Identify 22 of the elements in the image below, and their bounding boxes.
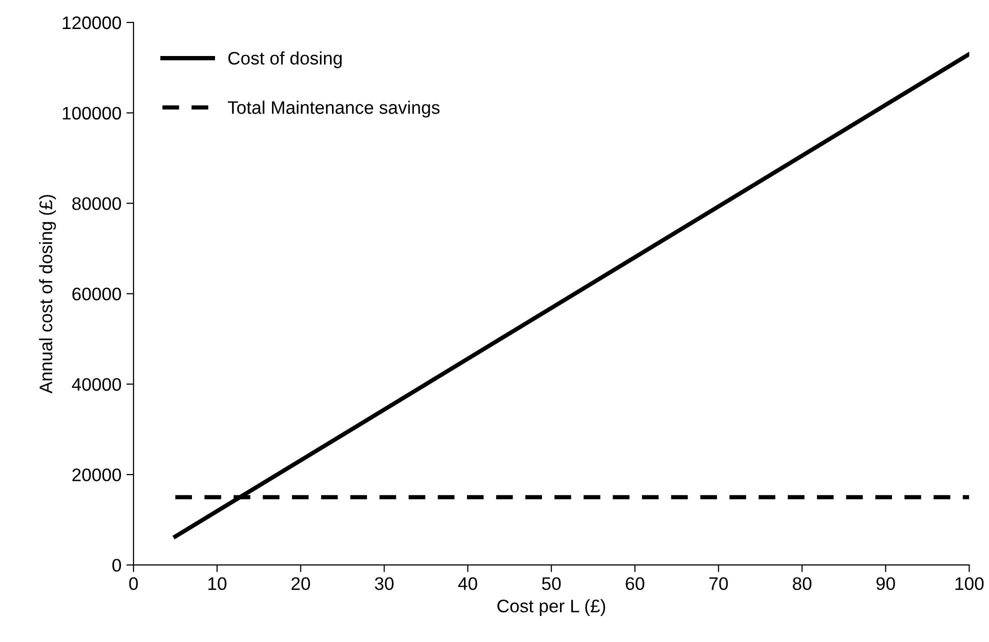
- y-tick-label: 120000: [62, 16, 122, 30]
- x-tick-label: 50: [542, 577, 561, 590]
- y-tick-label: 20000: [72, 468, 122, 482]
- y-tick-label: 0: [112, 558, 122, 572]
- x-tick-label: 60: [626, 577, 644, 590]
- x-tick-label: 20: [292, 577, 310, 590]
- y-tick-label: 80000: [72, 197, 122, 210]
- x-tick-label: 90: [876, 577, 895, 590]
- x-tick-label: 80: [792, 577, 812, 590]
- y-tick-label: 40000: [72, 378, 122, 391]
- x-tick-label: 40: [458, 577, 478, 590]
- x-tick-label: 70: [709, 577, 728, 590]
- legend-label: Total Maintenance savings: [228, 100, 440, 118]
- x-axis-title: Cost per L (£): [497, 599, 606, 616]
- x-tick-label: 100: [956, 577, 984, 590]
- y-axis-title: Annual cost of dosing (£): [39, 194, 56, 394]
- y-tick-label: 100000: [62, 106, 122, 120]
- x-tick-label: 30: [374, 577, 394, 590]
- y-tick-label: 60000: [72, 288, 122, 300]
- x-tick-label: 0: [129, 577, 138, 590]
- x-tick-label: 10: [208, 577, 226, 590]
- legend-label: Cost of dosing: [228, 51, 342, 68]
